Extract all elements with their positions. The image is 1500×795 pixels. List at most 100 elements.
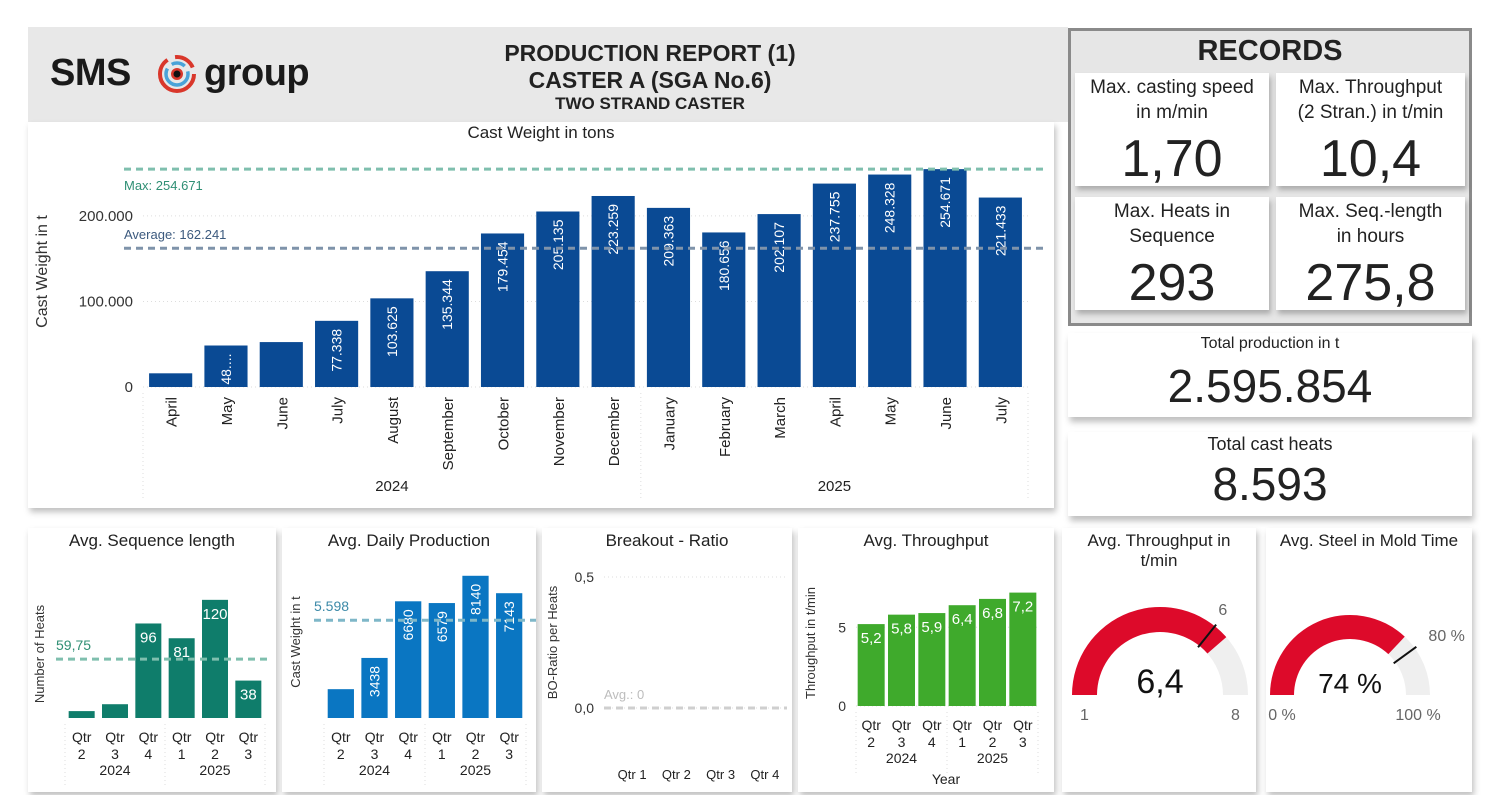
bar <box>327 689 354 718</box>
data-label: 6680 <box>400 609 416 640</box>
data-label: 237.755 <box>826 191 842 242</box>
x-tick-label: Qtr 4 <box>750 767 779 782</box>
x-tick-label: Qtr <box>205 729 225 745</box>
gauge-throughput-panel[interactable]: Avg. Throughput in t/min 6 6,4 1 8 <box>1062 528 1256 792</box>
data-label: 180.656 <box>716 240 732 291</box>
gauge-target-label: 6 <box>1218 602 1227 619</box>
x-group-label: 2024 <box>375 478 408 495</box>
bar <box>204 345 248 387</box>
total-production-card[interactable]: Total production in t 2.595.854 <box>1068 333 1472 417</box>
bar <box>480 233 525 387</box>
data-label: 7143 <box>501 601 517 632</box>
x-tick-label: Qtr <box>892 717 912 733</box>
bar <box>918 613 946 706</box>
sms-group-logo: SMS group <box>50 52 340 94</box>
reference-label-average: 59,75 <box>56 637 91 653</box>
x-tick-label: January <box>661 397 678 451</box>
gauge-target-marker <box>1393 645 1417 665</box>
x-tick-label: Qtr <box>861 717 881 733</box>
cast-weight-title: Cast Weight in tons <box>467 123 615 142</box>
x-tick-label: April <box>164 397 181 427</box>
record-max-casting-speed: Max. casting speed in m/min 1,70 <box>1075 73 1269 188</box>
total-heats-label: Total cast heats <box>1207 434 1333 454</box>
bar <box>948 605 976 706</box>
x-group-label: 2024 <box>886 750 917 766</box>
record-max-throughput: Max. Throughput (2 Stran.) in t/min 10,4 <box>1276 73 1465 188</box>
x-tick-label: 2 <box>211 746 219 762</box>
x-tick-label: 3 <box>505 746 513 762</box>
reference-label-average: Average: 162.241 <box>124 227 226 242</box>
x-tick-label: 1 <box>958 734 966 750</box>
x-tick-label: Qtr <box>72 729 92 745</box>
data-label: 5,2 <box>861 630 882 647</box>
logo-text-group: group <box>204 52 310 94</box>
report-title: PRODUCTION REPORT (1) CASTER A (SGA No.6… <box>440 40 860 114</box>
x-tick-label: 3 <box>1019 734 1027 750</box>
gauge-max-label: 8 <box>1231 707 1240 724</box>
record-label: Max. Heats in Sequence <box>1113 201 1231 247</box>
gauge-fill <box>1072 607 1227 695</box>
bar <box>361 657 388 718</box>
x-group-label: 2025 <box>460 762 491 778</box>
logo-target-icon <box>158 55 196 93</box>
avg-sequence-chart: Number of HeatsQtr2Qtr396Qtr481Qtr1120Qt… <box>32 599 268 785</box>
total-cast-heats-card[interactable]: Total cast heats 8.593 <box>1068 432 1472 516</box>
x-axis-label: Year <box>932 771 961 787</box>
data-label: 5,8 <box>891 621 912 638</box>
records-panel: RECORDS Max. casting speed in m/min 1,70 … <box>1068 28 1472 326</box>
bar <box>428 603 455 718</box>
bar <box>812 183 856 387</box>
avg-daily-panel[interactable]: Avg. Daily Production Cast Weight in t Qt… <box>282 528 536 792</box>
x-tick-label: November <box>551 397 568 466</box>
x-tick-label: 4 <box>404 746 412 762</box>
bar <box>868 174 912 387</box>
x-tick-label: June <box>938 397 955 430</box>
data-label: 221.433 <box>992 205 1008 256</box>
bar <box>496 593 523 718</box>
x-tick-label: Qtr <box>331 729 351 745</box>
bar <box>425 271 469 387</box>
x-group-label: 2025 <box>818 478 851 495</box>
y-tick-label: 100.000 <box>79 293 133 310</box>
data-label: 6579 <box>434 611 450 642</box>
x-tick-label: Qtr <box>105 729 125 745</box>
data-label: 5,9 <box>921 619 942 636</box>
avg-throughput-panel[interactable]: Avg. Throughput 0 5 Throughput in t/min 5,2… <box>798 528 1054 792</box>
data-label: 205.135 <box>550 219 566 270</box>
y-axis-label: Cast Weight in t <box>34 215 51 328</box>
x-tick-label: 2 <box>867 734 875 750</box>
data-label: 120 <box>202 606 227 623</box>
x-group-label: 2025 <box>199 762 230 778</box>
y-tick-label: 200.000 <box>79 208 133 225</box>
bar <box>370 298 414 387</box>
cast-weight-panel[interactable]: Cast Weight in tons 0 100.000 200.000 Cast … <box>28 122 1054 508</box>
data-label: 103.625 <box>384 306 400 357</box>
title-line-2: CASTER A (SGA No.6) <box>528 67 772 93</box>
bar <box>68 711 95 718</box>
data-label: 6,4 <box>952 611 973 628</box>
total-production-value: 2.595.854 <box>1167 360 1373 412</box>
data-label: 209.363 <box>660 216 676 267</box>
x-tick-label: Qtr <box>1013 717 1033 733</box>
bar <box>857 624 885 706</box>
x-tick-label: September <box>440 397 457 470</box>
data-label: 3438 <box>367 666 383 697</box>
gauge-mold-panel[interactable]: Avg. Steel in Mold Time 80 % 74 % 0 % 100 % <box>1266 528 1472 792</box>
x-tick-label: April <box>827 397 844 427</box>
x-tick-label: 2 <box>472 746 480 762</box>
title-line-3: TWO STRAND CASTER <box>555 94 745 113</box>
x-tick-label: Qtr <box>922 717 942 733</box>
bar <box>591 195 635 387</box>
x-tick-label: Qtr <box>499 729 519 745</box>
gauge-target-marker <box>1197 624 1217 648</box>
data-label: 202.107 <box>771 222 787 273</box>
y-axis-label: Number of Heats <box>32 604 47 703</box>
gauge-fill <box>1270 615 1405 695</box>
bar <box>702 232 746 387</box>
avg-sequence-panel[interactable]: Avg. Sequence length Number of Heats Qtr 2… <box>28 528 276 792</box>
total-production-label: Total production in t <box>1200 335 1340 352</box>
breakout-panel[interactable]: Breakout - Ratio 0,0 0,5 BO-Ratio per Heat… <box>542 528 792 792</box>
x-tick-label: February <box>717 397 734 458</box>
logo-text-sms: SMS <box>50 52 131 94</box>
x-group-label: 2024 <box>99 762 130 778</box>
